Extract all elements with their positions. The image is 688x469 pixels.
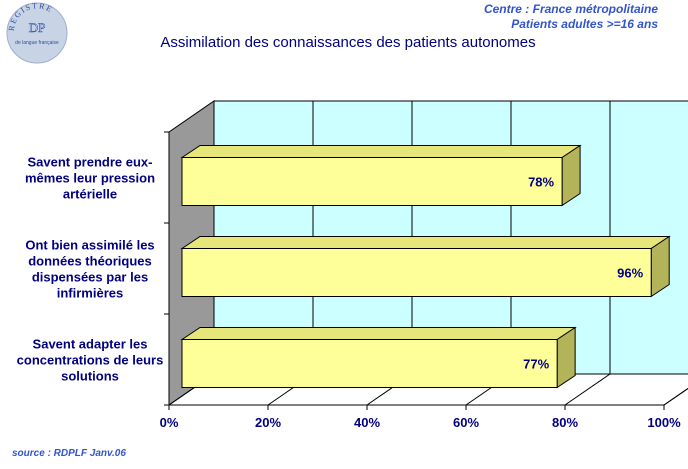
category-label-line: infirmières	[57, 286, 123, 301]
chart-title: Assimilation des connaissances des patie…	[160, 34, 536, 51]
category-label-line: données théoriques	[28, 254, 152, 269]
source-note: source : RDPLF Janv.06	[12, 448, 126, 459]
header-line-2: Patients adultes >=16 ans	[511, 17, 658, 31]
x-tick-label: 40%	[354, 415, 380, 430]
floor-gridline	[663, 387, 688, 406]
category-label-line: concentrations de leurs	[17, 353, 164, 368]
registre-logo: REGISTRE DP de langue française	[6, 2, 68, 64]
logo-center-text: DP	[29, 20, 46, 35]
category-label-line: Savent adapter les	[33, 337, 148, 352]
category-label-line: mêmes leur pression	[25, 171, 155, 186]
x-tick-label: 60%	[453, 415, 479, 430]
category-label: Savent prendre eux-mêmes leur pression ar…	[25, 155, 155, 202]
category-label: Ont bien assimilé les données théoriques d…	[25, 238, 154, 301]
x-tick-label: 0%	[160, 415, 179, 430]
data-label: 78%	[528, 175, 554, 190]
category-label-line: dispensées par les	[32, 270, 148, 285]
bar	[181, 339, 558, 388]
logo-sub-text: de langue française	[15, 40, 59, 46]
category-label-line: artérielle	[63, 187, 117, 202]
header-line-1: Centre : France métropolitaine	[483, 2, 658, 16]
x-tick-label: 80%	[552, 415, 578, 430]
x-tick-label: 100%	[647, 415, 681, 430]
bar	[181, 248, 652, 297]
category-label-line: Savent prendre eux-	[28, 155, 153, 170]
category-label: Savent adapter les concentrations de leur…	[17, 337, 164, 384]
floor-gridline	[564, 373, 611, 406]
bar	[181, 157, 563, 206]
x-tick-label: 20%	[255, 415, 281, 430]
bar-top-face	[180, 236, 671, 249]
data-label: 96%	[617, 266, 643, 281]
bar-top-face	[180, 327, 577, 340]
category-label-line: solutions	[61, 369, 119, 384]
category-label-line: Ont bien assimilé les	[25, 238, 154, 253]
bar-top-face	[180, 145, 582, 158]
data-label: 77%	[523, 357, 549, 372]
